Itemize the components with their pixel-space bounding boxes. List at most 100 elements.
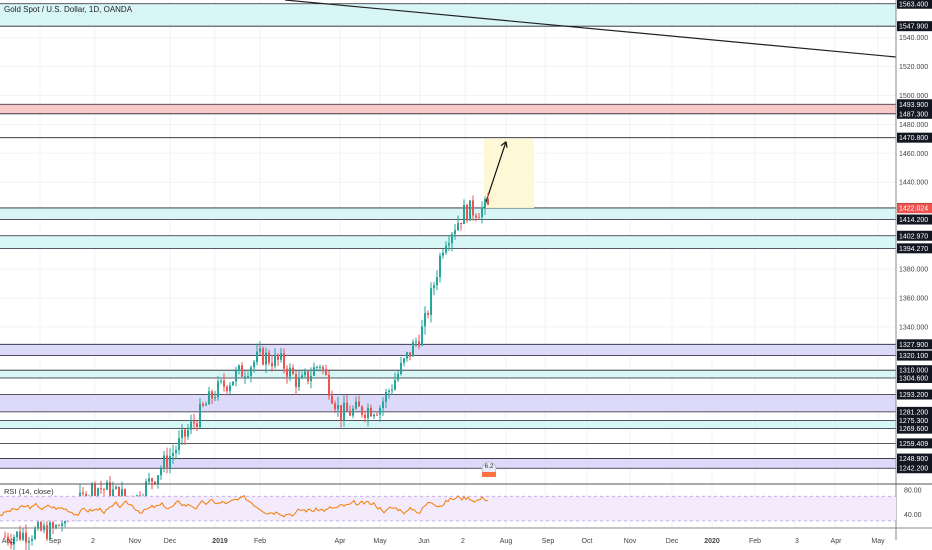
price-tick-label: 1414.200: [899, 217, 928, 224]
trendline[interactable]: [284, 0, 897, 58]
candle-body: [151, 478, 153, 482]
candle-body: [301, 375, 303, 379]
candle-body: [394, 380, 396, 390]
candle-body: [358, 401, 360, 407]
candle-body: [382, 401, 384, 409]
candle-body: [346, 402, 348, 411]
price-tick-label: 1563.400: [899, 1, 928, 8]
time-tick-label: 2020: [704, 538, 720, 545]
price-tick-label: 1394.270: [899, 246, 928, 253]
time-tick-label: 2: [91, 538, 95, 545]
candle-body: [427, 313, 429, 315]
zone-cyan: [0, 207, 896, 220]
candle-body: [307, 371, 309, 382]
price-tick-label: 1320.100: [899, 353, 928, 360]
current-price-label: [897, 203, 932, 214]
candle-body: [418, 341, 420, 346]
candle-body: [337, 405, 339, 410]
candle-body: [463, 205, 465, 225]
candle-body: [241, 365, 243, 377]
candle-body: [352, 408, 354, 416]
candle-body: [205, 404, 207, 406]
candle-body: [202, 403, 204, 406]
candle-body: [145, 481, 147, 501]
time-tick-label: Feb: [254, 538, 266, 545]
candle-body: [166, 455, 168, 468]
candle-body: [406, 352, 408, 359]
level-price-label: [897, 350, 932, 361]
candle-body: [319, 366, 321, 368]
candle-body: [478, 217, 480, 219]
rsi-tick-label: 80.00: [904, 488, 922, 495]
candle-body: [451, 234, 453, 244]
candle-body: [118, 486, 120, 504]
candle-body: [391, 389, 393, 391]
candle-body: [148, 478, 150, 482]
chart-title: Gold Spot / U.S. Dollar, 1D, OANDA: [4, 5, 133, 14]
candle-body: [292, 367, 294, 374]
level-price-label: [897, 108, 932, 119]
zone-red: [0, 104, 896, 114]
candle-body: [100, 488, 102, 490]
candle-body: [343, 402, 345, 421]
candle-body: [430, 288, 432, 315]
time-tick-label: Jun: [418, 538, 429, 545]
candle-body: [163, 455, 165, 469]
candle-body: [217, 381, 219, 398]
time-tick-label: Aug: [500, 538, 513, 545]
grid: [0, 0, 896, 528]
price-tick-label: 1304.600: [899, 376, 928, 383]
candle-body: [379, 408, 381, 415]
candle-body: [187, 429, 189, 437]
candle-body: [175, 450, 177, 454]
candle-body: [316, 366, 318, 368]
candle-body: [313, 367, 315, 376]
price-tick-label: 1360.000: [899, 295, 928, 302]
price-tick-label: 1460.000: [899, 151, 928, 158]
price-tick-label: 1402.970: [899, 233, 928, 240]
candle-body: [97, 488, 99, 496]
level-price-label: [897, 406, 932, 417]
candle-body: [448, 243, 450, 246]
candle-body: [415, 341, 417, 343]
level-price-label: [897, 21, 932, 32]
candle-body: [256, 351, 258, 363]
price-tick-label: 1470.800: [899, 135, 928, 142]
price-tick-label: 1440.000: [899, 180, 928, 187]
candle-body: [424, 313, 426, 327]
level-price-label: [897, 453, 932, 464]
level-price-label: [897, 99, 932, 110]
candle-body: [190, 421, 192, 430]
rsi-label[interactable]: RSI (14, close): [4, 487, 54, 496]
candle-body: [370, 407, 372, 417]
candle-body: [271, 362, 273, 367]
level-price-label: [897, 389, 932, 400]
time-tick-label: 2: [461, 538, 465, 545]
candle-body: [61, 523, 63, 526]
candle-body: [31, 538, 33, 541]
candle-body: [160, 468, 162, 476]
time-tick-label: Apr: [831, 538, 843, 545]
candle-body: [178, 438, 180, 451]
zone-lavender: [0, 458, 896, 469]
candle-body: [172, 453, 174, 457]
candle-body: [373, 414, 375, 417]
candle-body: [235, 370, 237, 382]
time-tick-label: 2019: [212, 538, 228, 545]
price-tick-label: 1248.900: [899, 456, 928, 463]
rsi-tick-label: 40.00: [904, 512, 922, 519]
candle-body: [220, 380, 222, 382]
candle-body: [403, 358, 405, 363]
candle-body: [196, 423, 198, 428]
candle-body: [22, 532, 24, 540]
candle-body: [13, 537, 15, 545]
candle-body: [286, 368, 288, 377]
time-tick-label: Dec: [164, 538, 177, 545]
candle-body: [157, 475, 159, 484]
price-tick-label: 1310.000: [899, 368, 928, 375]
candle-body: [328, 374, 330, 396]
candle-body: [253, 362, 255, 368]
rsi-band: [0, 496, 896, 521]
price-tick-label: 1422.024: [899, 206, 928, 213]
